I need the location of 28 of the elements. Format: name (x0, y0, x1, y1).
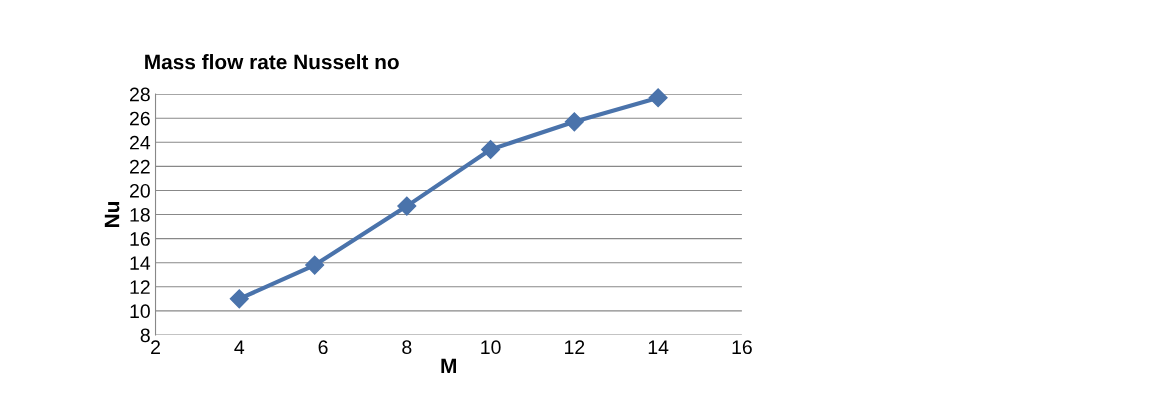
y-tick-label: 28 (130, 87, 150, 102)
x-axis-title: M (441, 358, 456, 374)
y-tick-label: 10 (130, 304, 150, 319)
y-axis-title: Nu (104, 202, 120, 228)
x-tick-label: 8 (402, 340, 412, 355)
chart-title: Mass flow rate Nusselt no (145, 54, 399, 70)
point (564, 112, 584, 132)
x-tick-label: 2 (151, 340, 160, 354)
y-tick-label: 14 (130, 256, 151, 270)
x-tick-label: 10 (481, 340, 501, 355)
y-tick-label: 12 (130, 280, 150, 294)
y-tick-label: 20 (130, 183, 150, 198)
y-tick-label: 26 (130, 111, 150, 126)
x-tick-label: 16 (732, 340, 752, 355)
x-tick-label: 14 (648, 340, 669, 354)
x-tick-label: 6 (318, 340, 328, 355)
y-tick-label: 22 (130, 159, 150, 174)
y-tick-label: 18 (130, 208, 150, 222)
point (305, 255, 325, 275)
point (229, 289, 249, 309)
x-tick-label: 4 (234, 340, 245, 354)
y-tick-label: 8 (140, 328, 150, 343)
point (648, 88, 668, 108)
y-tick-label: 24 (130, 135, 151, 150)
x-tick-label: 12 (565, 340, 585, 354)
y-tick-label: 16 (130, 232, 150, 246)
point (397, 196, 417, 216)
point (481, 139, 501, 160)
